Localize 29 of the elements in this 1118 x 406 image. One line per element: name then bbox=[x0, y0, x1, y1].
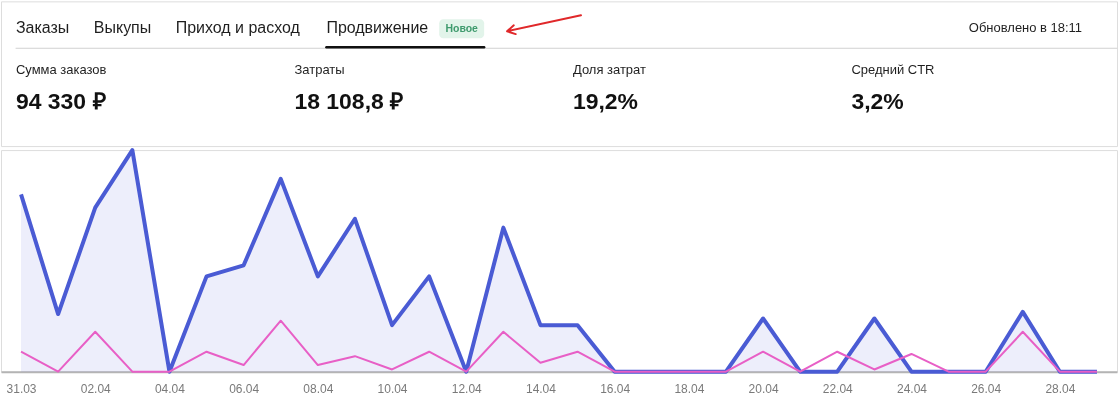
x-tick-label: 22.04 bbox=[822, 382, 854, 397]
text: Выкупы bbox=[93, 19, 152, 37]
x-tick-label: 20.04 bbox=[748, 382, 779, 397]
x-tick-label: 26.04 bbox=[971, 382, 1002, 397]
text: Затраты bbox=[294, 62, 345, 78]
x-tick-label: 24.04 bbox=[896, 382, 928, 397]
text: 3,2% bbox=[851, 88, 904, 115]
text: Обновлено в 18:11 bbox=[968, 20, 1083, 36]
x-tick-label: 31.03 bbox=[6, 382, 37, 397]
x-tick-label: 08.04 bbox=[303, 382, 334, 397]
x-tick-label: 02.04 bbox=[80, 382, 112, 397]
text: Доля затрат bbox=[572, 62, 646, 78]
text: Новое bbox=[445, 22, 479, 34]
text: 18 108,8 ₽ bbox=[294, 88, 404, 115]
text: Приход и расход bbox=[175, 19, 301, 37]
text: 19,2% bbox=[572, 88, 639, 115]
x-tick-label: 28.04 bbox=[1045, 382, 1076, 397]
text: Средний CTR bbox=[851, 62, 935, 78]
x-tick-label: 10.04 bbox=[377, 382, 408, 397]
x-tick-label: 14.04 bbox=[525, 382, 557, 397]
text: 94 330 ₽ bbox=[15, 88, 106, 115]
x-tick-label: 18.04 bbox=[674, 382, 705, 397]
x-tick-label: 04.04 bbox=[154, 382, 186, 397]
text: Продвижение bbox=[326, 19, 429, 37]
text: Сумма заказов bbox=[15, 62, 107, 78]
x-tick-label: 06.04 bbox=[229, 382, 260, 397]
x-tick-label: 16.04 bbox=[600, 382, 631, 397]
x-tick-label: 12.04 bbox=[451, 382, 483, 397]
text: Заказы bbox=[15, 19, 70, 37]
